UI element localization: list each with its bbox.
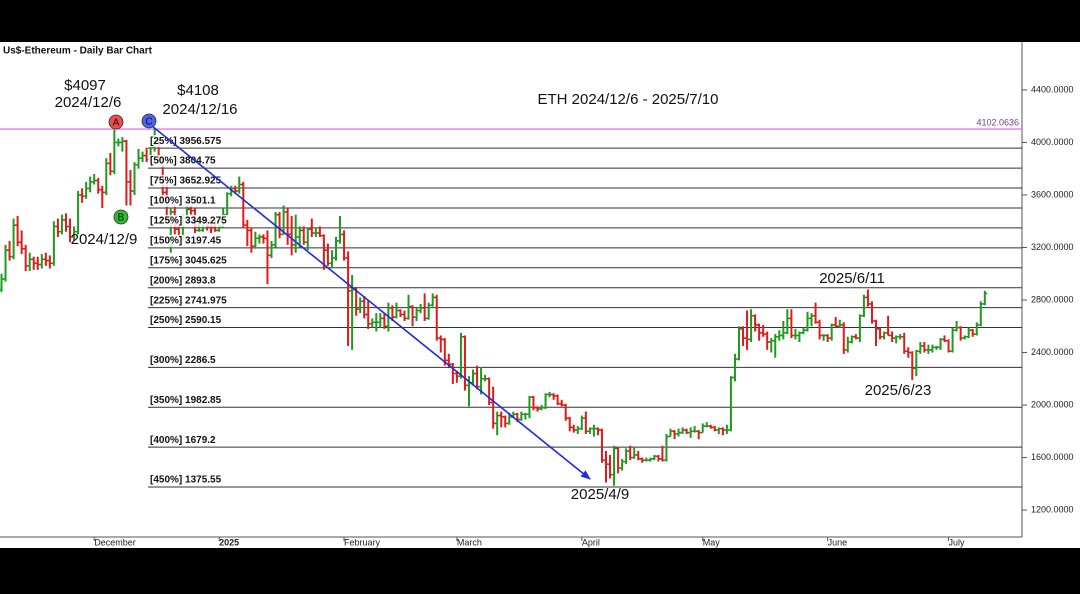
level-label: [250%] 2590.15 bbox=[150, 315, 222, 326]
y-tick-label: 4400.0000 bbox=[1031, 84, 1074, 94]
y-tick-label: 1600.0000 bbox=[1031, 452, 1074, 462]
fib-levels bbox=[148, 147, 1022, 488]
level-label: [50%] 3804.75 bbox=[150, 156, 216, 167]
annotation: 2025/6/23 bbox=[865, 382, 932, 399]
x-tick-label: February bbox=[344, 537, 381, 547]
x-tick-label: July bbox=[949, 537, 966, 547]
level-label-bg bbox=[148, 394, 224, 407]
y-tick-label: 1200.0000 bbox=[1031, 504, 1074, 514]
annotation: 2025/4/9 bbox=[571, 486, 629, 503]
level-label-bg bbox=[148, 294, 230, 307]
level-label: [175%] 3045.625 bbox=[150, 255, 227, 266]
level-label-bg bbox=[148, 175, 224, 188]
annotation: $4097 bbox=[64, 77, 106, 94]
level-label-bg bbox=[148, 155, 219, 168]
chart-title: Us$-Ethereum - Daily Bar Chart bbox=[3, 46, 153, 57]
x-tick-label: March bbox=[457, 537, 482, 547]
annotation: ETH 2024/12/6 - 2025/7/10 bbox=[538, 91, 719, 108]
level-label: [400%] 1679.2 bbox=[150, 435, 216, 446]
level-label: [225%] 2741.975 bbox=[150, 295, 227, 306]
point-marker bbox=[108, 114, 124, 130]
level-label-bg bbox=[148, 354, 219, 367]
annotation: $4108 bbox=[177, 82, 219, 99]
level-label-bg bbox=[148, 194, 219, 207]
point-marker bbox=[141, 113, 157, 129]
annotation: 2024/12/6 bbox=[55, 94, 122, 111]
price-bar bbox=[982, 290, 988, 306]
y-tick-label: 3600.0000 bbox=[1031, 189, 1074, 199]
level-label-bg bbox=[148, 314, 224, 327]
annotation: 2025/6/11 bbox=[819, 270, 885, 287]
x-tick-label: 2025 bbox=[219, 537, 239, 547]
annotation: 2024/12/16 bbox=[162, 101, 237, 118]
y-tick-label: 2800.0000 bbox=[1031, 294, 1074, 304]
level-label-bg bbox=[148, 474, 224, 487]
level-label: [200%] 2893.8 bbox=[150, 275, 216, 286]
marker-label: C bbox=[145, 117, 152, 128]
level-label: [450%] 1375.55 bbox=[150, 475, 222, 486]
y-tick-label: 3200.0000 bbox=[1031, 242, 1074, 252]
level-label: [150%] 3197.45 bbox=[150, 235, 222, 246]
level-label: [75%] 3652.925 bbox=[150, 176, 222, 187]
y-tick-label: 2400.0000 bbox=[1031, 347, 1074, 357]
x-tick-label: December bbox=[94, 537, 136, 547]
level-label: [25%] 3956.575 bbox=[150, 136, 222, 147]
x-tick-label: May bbox=[703, 537, 721, 547]
trend-arrow bbox=[151, 125, 591, 480]
resistance-label: 4102.0636 bbox=[976, 117, 1019, 127]
level-label-bg bbox=[148, 274, 219, 287]
x-tick-label: April bbox=[582, 537, 600, 547]
level-label-bg bbox=[148, 434, 219, 447]
level-label-bg bbox=[148, 254, 230, 267]
y-tick-label: 2000.0000 bbox=[1031, 399, 1074, 409]
level-label-bg bbox=[148, 214, 230, 227]
y-tick-label: 4000.0000 bbox=[1031, 137, 1074, 147]
marker-label: A bbox=[113, 118, 120, 129]
level-label: [100%] 3501.1 bbox=[150, 196, 216, 207]
level-label-bg bbox=[148, 234, 224, 247]
x-tick-label: June bbox=[828, 537, 848, 547]
marker-label: B bbox=[118, 213, 125, 224]
level-label: [300%] 2286.5 bbox=[150, 355, 216, 366]
point-marker bbox=[113, 209, 129, 225]
level-label: [350%] 1982.85 bbox=[150, 395, 222, 406]
annotation: 2024/12/9 bbox=[71, 231, 138, 248]
level-label: [125%] 3349.275 bbox=[150, 216, 227, 227]
